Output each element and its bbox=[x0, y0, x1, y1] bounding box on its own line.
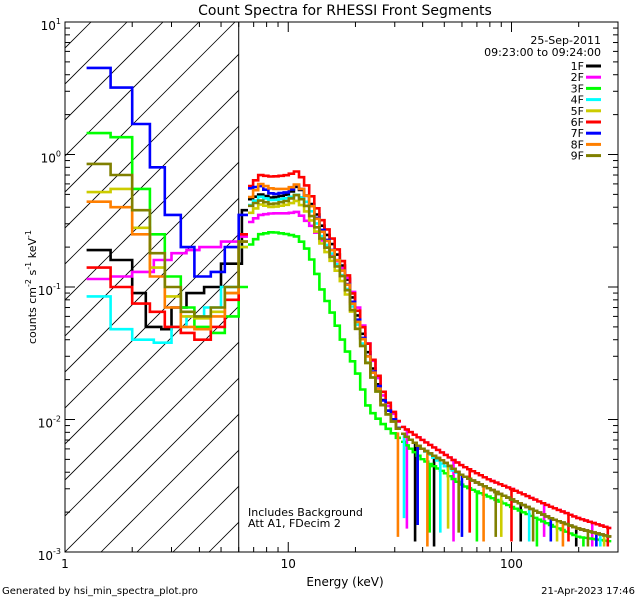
legend-label-9F: 9F bbox=[571, 150, 584, 163]
series-low-energy-7F bbox=[86, 66, 248, 278]
y-axis-label: counts cm-2 s-1 keV-1 bbox=[24, 230, 39, 344]
hatch-line bbox=[65, 305, 239, 481]
generation-timestamp: 21-Apr-2023 17:46 bbox=[541, 586, 635, 597]
legend-label-2F: 2F bbox=[571, 71, 584, 84]
chart-title: Count Spectra for RHESSI Front Segments bbox=[198, 3, 492, 19]
hatch-line bbox=[65, 125, 239, 301]
hatch-line bbox=[65, 89, 239, 265]
series-tail-9F bbox=[401, 432, 612, 538]
legend-label-3F: 3F bbox=[571, 82, 584, 95]
y-tick-label-1e-1: 10-1 bbox=[38, 282, 61, 298]
legend-label-5F: 5F bbox=[571, 105, 584, 118]
x-tick-labels: 1 10 100 bbox=[61, 557, 523, 571]
x-tick-label-1: 1 bbox=[61, 557, 69, 571]
observation-date: 25-Sep-2011 bbox=[530, 34, 601, 47]
annotation-background: Includes Background bbox=[248, 506, 363, 519]
series-tail-3F bbox=[401, 440, 612, 543]
series-peak-6F bbox=[248, 170, 401, 423]
hatch-line bbox=[65, 197, 239, 373]
axis-ticks bbox=[64, 21, 619, 553]
series-peak-9F bbox=[248, 193, 401, 430]
hatch-line bbox=[65, 53, 239, 229]
y-tick-label-1e-3: 10-3 bbox=[38, 547, 61, 563]
hatch-line bbox=[65, 22, 200, 157]
hatch-line bbox=[65, 377, 239, 552]
hatch-line bbox=[65, 22, 164, 121]
y-tick-label-1e1: 101 bbox=[41, 17, 61, 33]
series-low-energy-9F bbox=[86, 162, 248, 318]
legend-label-7F: 7F bbox=[571, 127, 584, 140]
series-group bbox=[86, 66, 612, 547]
hatch-line bbox=[136, 449, 239, 552]
hatch-line bbox=[65, 233, 239, 409]
hatch-line bbox=[100, 413, 239, 552]
series-low-energy-1F bbox=[86, 208, 248, 331]
y-tick-labels: 101 100 10-1 10-2 10-3 bbox=[38, 17, 61, 563]
legend-label-1F: 1F bbox=[571, 60, 584, 73]
series-6F bbox=[86, 170, 612, 547]
hatch-line bbox=[65, 22, 236, 193]
x-tick-label-100: 100 bbox=[500, 557, 523, 571]
series-low-energy-2F bbox=[86, 235, 248, 281]
hatch-line bbox=[65, 341, 239, 517]
legend-label-6F: 6F bbox=[571, 116, 584, 129]
series-9F bbox=[86, 162, 612, 547]
generator-credit: Generated by hsi_min_spectra_plot.pro bbox=[2, 586, 198, 597]
series-tail-6F bbox=[401, 425, 612, 530]
series-tail-2F bbox=[401, 425, 612, 530]
y-tick-label-1e-2: 10-2 bbox=[38, 415, 61, 431]
plot-frame bbox=[64, 21, 619, 553]
x-tick-label-10: 10 bbox=[281, 557, 296, 571]
y-tick-label-1e0: 100 bbox=[41, 150, 61, 166]
legend-label-4F: 4F bbox=[571, 94, 584, 107]
annotation-attenuator: Att A1, FDecim 2 bbox=[248, 517, 341, 530]
legend-label-8F: 8F bbox=[571, 138, 584, 151]
x-axis-label: Energy (keV) bbox=[306, 575, 383, 589]
series-peak-3F bbox=[248, 231, 401, 440]
observation-time-range: 09:23:00 to 09:24:00 bbox=[484, 46, 601, 59]
